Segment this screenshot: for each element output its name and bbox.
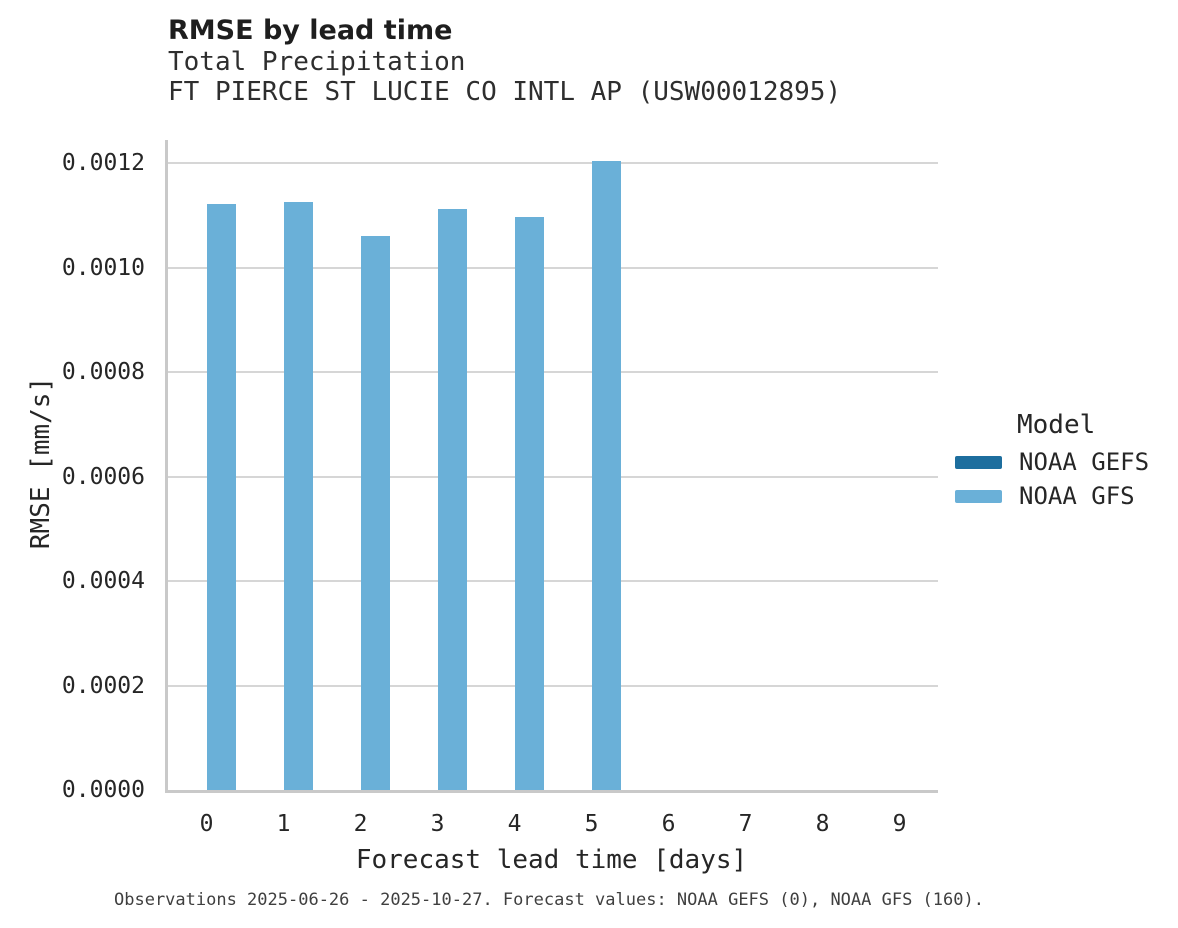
- subtitle-line-2: FT PIERCE ST LUCIE CO INTL AP (USW000128…: [168, 77, 842, 107]
- y-tick-label: 0.0008: [61, 359, 145, 385]
- y-gridline: [168, 266, 938, 269]
- bar-noaa-gfs-lead-5: [591, 161, 621, 790]
- y-gridline: [168, 371, 938, 373]
- legend-swatch-noaa-gefs-icon: [955, 455, 1002, 469]
- legend-entry-noaa-gefs: NOAA GEFS: [955, 450, 1177, 474]
- x-tick-label: 5: [584, 811, 599, 837]
- x-tick-label: 0: [199, 811, 214, 837]
- bar-noaa-gfs-lead-3: [437, 208, 467, 790]
- bar-noaa-gfs-lead-1: [283, 202, 313, 790]
- x-tick-label: 8: [815, 811, 830, 837]
- x-axis-title: Forecast lead time [days]: [355, 845, 748, 875]
- y-tick-label: 0.0006: [61, 463, 145, 490]
- y-gridline: [168, 162, 938, 164]
- bar-noaa-gfs-lead-4: [514, 216, 544, 790]
- chart-subtitle: Total Precipitation FT PIERCE ST LUCIE C…: [168, 47, 841, 107]
- y-gridline: [168, 475, 938, 478]
- bar-noaa-gfs-lead-0: [206, 204, 236, 790]
- plot-area: [165, 140, 938, 793]
- y-gridline: [168, 684, 938, 687]
- legend-label-noaa-gefs: NOAA GEFS: [1019, 448, 1150, 476]
- legend: Model NOAA GEFS NOAA GFS: [955, 410, 1177, 508]
- legend-swatch-noaa-gfs-icon: [955, 489, 1002, 503]
- y-gridline: [168, 580, 938, 582]
- y-tick-label: 0.0010: [61, 254, 145, 281]
- x-tick-label: 3: [430, 811, 445, 837]
- bar-noaa-gfs-lead-2: [360, 235, 390, 790]
- y-tick-label: 0.0002: [61, 672, 145, 699]
- chart-title: RMSE by lead time: [168, 15, 453, 46]
- x-tick-label: 2: [353, 811, 368, 837]
- y-tick-label: 0.0012: [61, 150, 145, 176]
- legend-entry-noaa-gfs: NOAA GFS: [955, 484, 1177, 508]
- caption: Observations 2025-06-26 - 2025-10-27. Fo…: [114, 890, 984, 910]
- y-tick-label: 0.0004: [61, 568, 145, 594]
- x-tick-label: 1: [276, 811, 291, 837]
- legend-title: Model: [1017, 410, 1096, 440]
- subtitle-line-1: Total Precipitation: [168, 47, 466, 77]
- x-tick-label: 9: [892, 811, 907, 837]
- x-tick-label: 7: [738, 811, 753, 837]
- x-tick-label: 6: [661, 811, 676, 837]
- legend-label-noaa-gfs: NOAA GFS: [1019, 482, 1135, 510]
- y-axis-title: RMSE [mm/s]: [26, 376, 56, 550]
- x-tick-label: 4: [507, 811, 522, 837]
- y-tick-label: 0.0000: [61, 777, 145, 803]
